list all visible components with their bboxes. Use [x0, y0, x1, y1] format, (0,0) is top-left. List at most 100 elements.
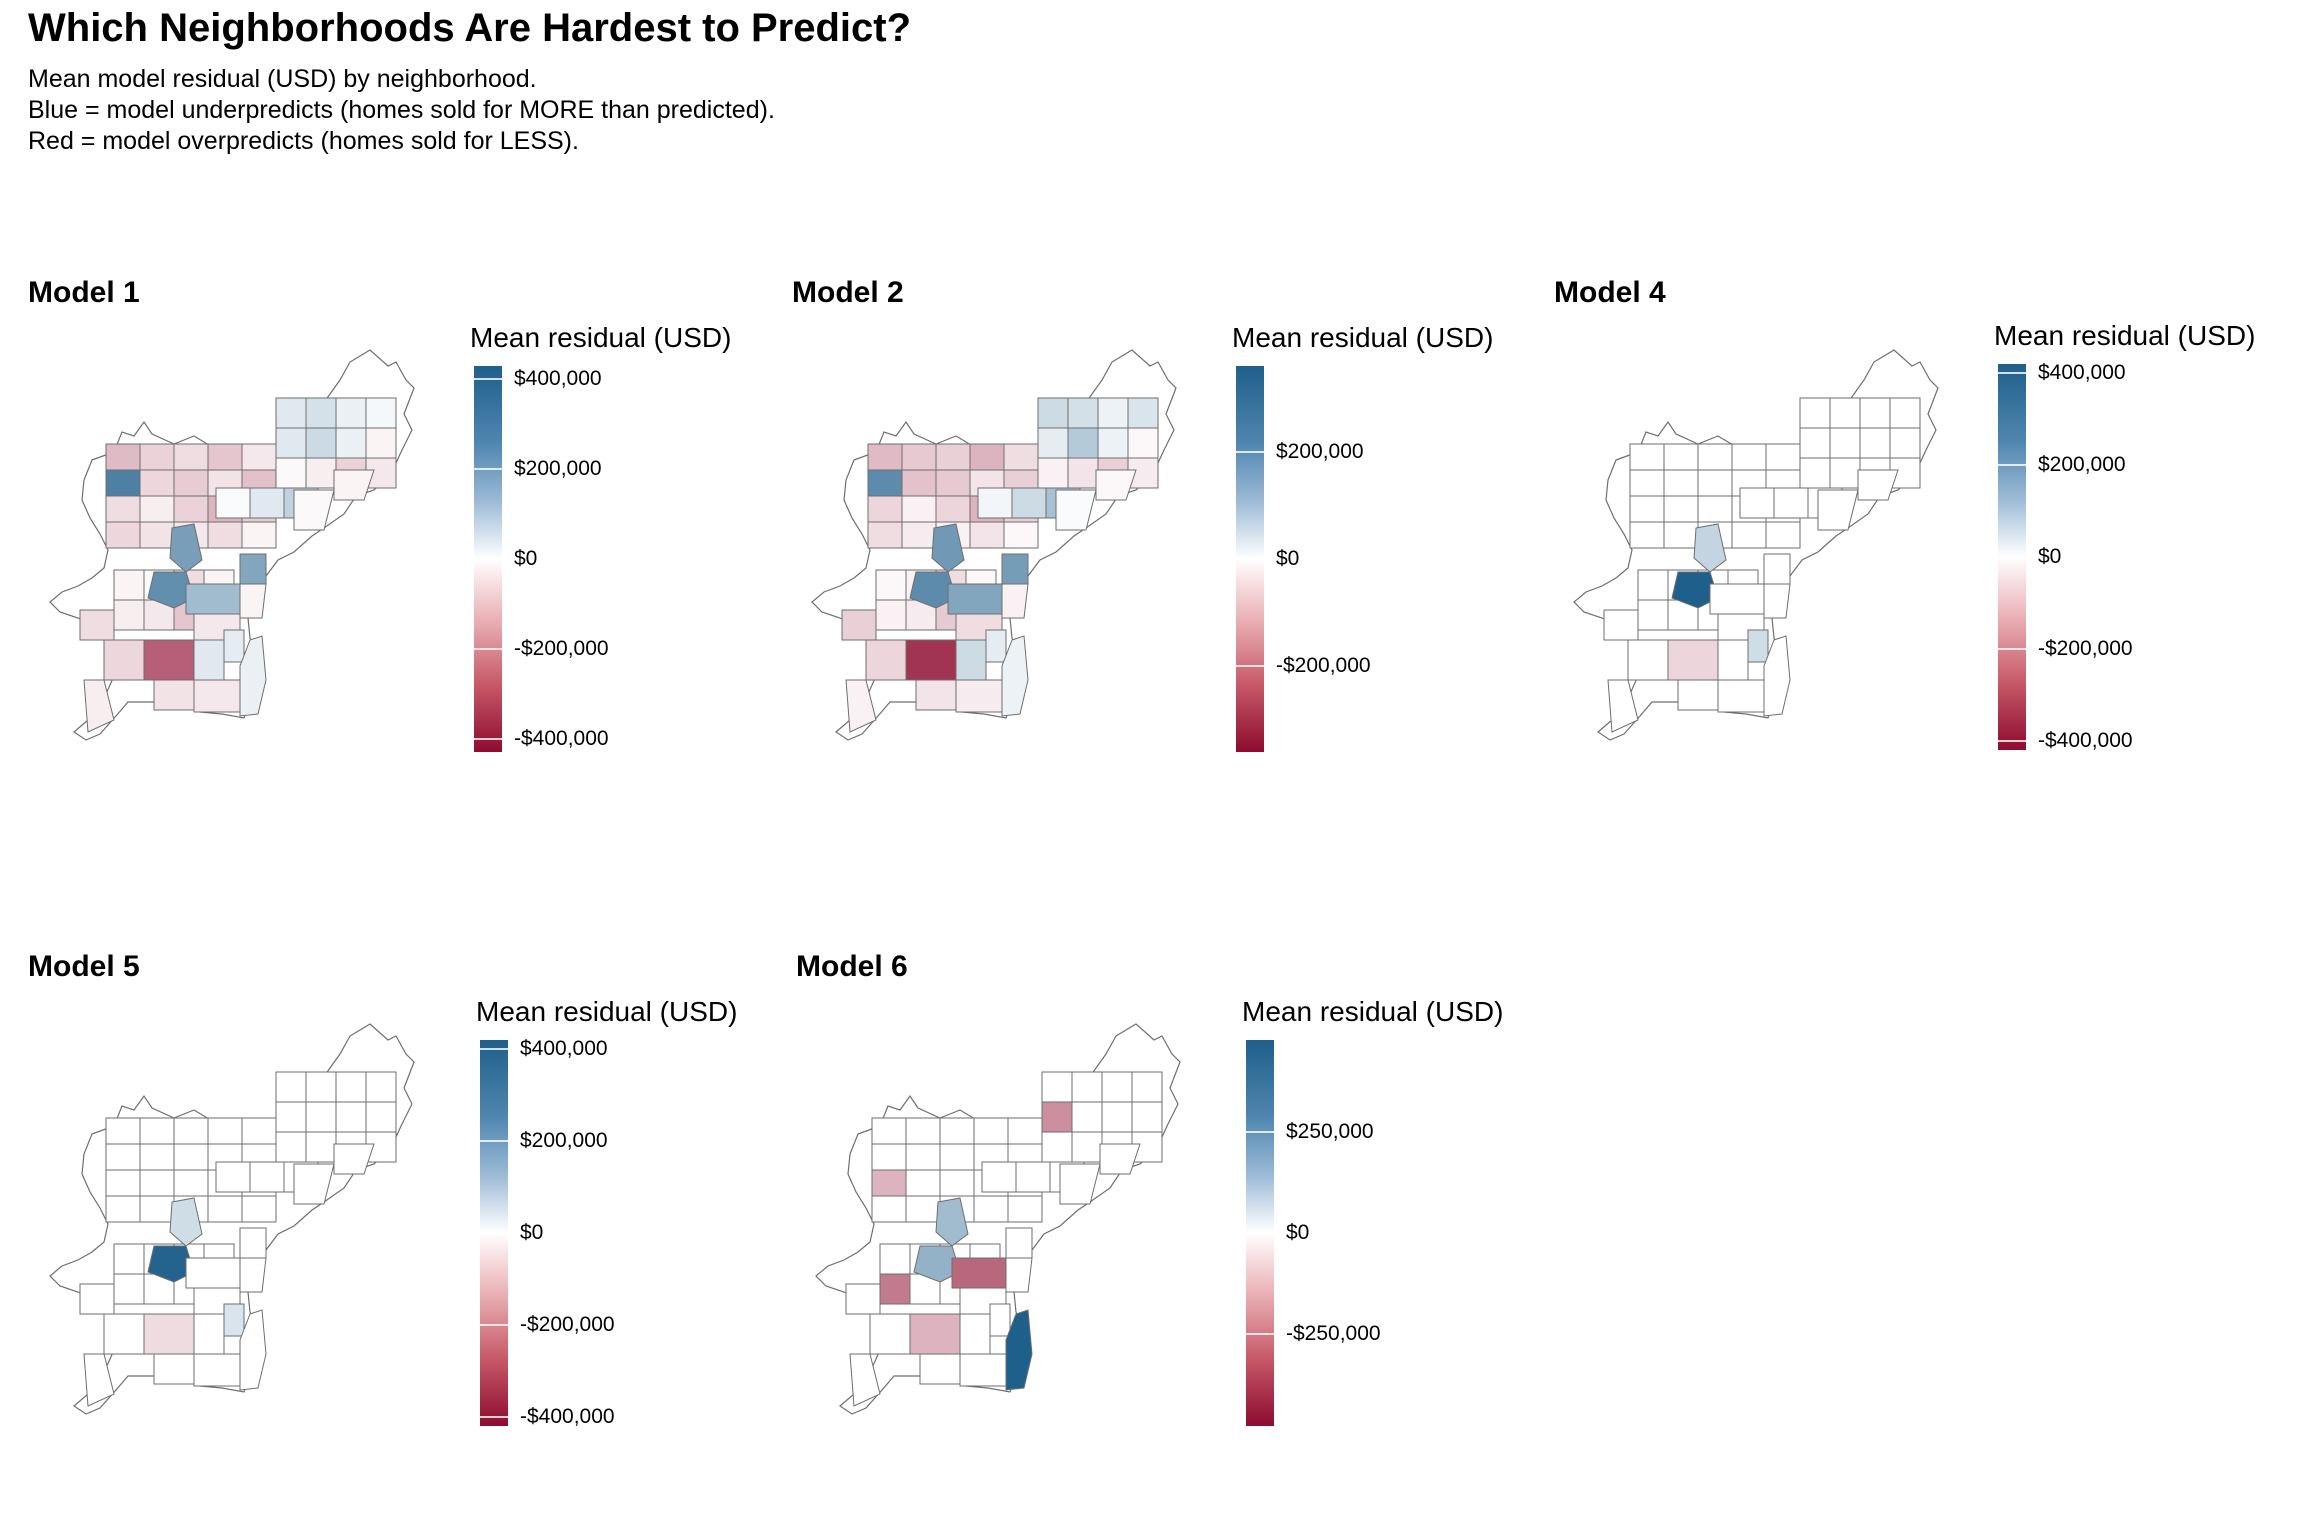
- neighborhood-region: [1799, 427, 1831, 459]
- neighborhood-region: [1001, 553, 1029, 585]
- legend-tick-label: $400,000: [514, 367, 602, 391]
- neighborhood-region: [939, 1117, 975, 1145]
- neighborhood-region: [869, 1313, 911, 1355]
- neighborhood-region: [1041, 1131, 1073, 1163]
- legend-tick: [1246, 1232, 1274, 1234]
- neighborhood-region: [79, 609, 115, 641]
- neighborhood-region: [139, 1143, 175, 1171]
- legend-tick-label: $250,000: [1286, 1120, 1374, 1144]
- neighborhood-region: [365, 1071, 397, 1103]
- neighborhood-region: [981, 1161, 1017, 1193]
- chart-title: Which Neighborhoods Are Hardest to Predi…: [28, 6, 912, 50]
- neighborhood-region: [973, 1195, 1009, 1223]
- legend-tick: [1246, 1131, 1274, 1134]
- subtitle-line: Mean model residual (USD) by neighborhoo…: [28, 65, 537, 93]
- neighborhood-region: [935, 469, 971, 497]
- panel-title-model-2: Model 2: [792, 276, 904, 309]
- neighborhood-region: [1131, 1071, 1163, 1103]
- neighborhood-region: [1829, 457, 1861, 489]
- neighborhood-region: [173, 469, 209, 497]
- legend-tick: [474, 558, 502, 560]
- legend-tick: [1998, 372, 2026, 375]
- neighborhood-region: [335, 1101, 367, 1133]
- neighborhood-region: [215, 1161, 251, 1193]
- neighborhood-region: [939, 1169, 975, 1197]
- legend-tick-label: $400,000: [520, 1037, 608, 1061]
- neighborhood-region: [905, 1117, 941, 1145]
- neighborhood-region: [905, 1169, 941, 1197]
- neighborhood-region: [1131, 1101, 1163, 1133]
- neighborhood-region: [865, 639, 907, 681]
- legend-tick-label: $200,000: [2038, 453, 2126, 477]
- neighborhood-region: [169, 523, 203, 573]
- neighborhood-region: [105, 1169, 141, 1197]
- choropleth-map-model-2: [811, 349, 1177, 741]
- neighborhood-region: [1889, 397, 1921, 429]
- legend-model-2: Mean residual (USD) $200,000 $0 -$200,000: [1232, 322, 1502, 762]
- neighborhood-region: [867, 469, 903, 497]
- neighborhood-region: [185, 1257, 241, 1289]
- neighborhood-region: [1697, 495, 1733, 523]
- neighborhood-region: [1747, 629, 1769, 663]
- neighborhood-region: [1127, 427, 1159, 459]
- neighborhood-region: [867, 521, 903, 549]
- neighborhood-region: [113, 569, 145, 601]
- legend-model-1: Mean residual (USD) $400,000 $200,000 $0 -$…: [470, 322, 740, 762]
- neighborhood-region: [1717, 679, 1765, 713]
- neighborhood-region: [1629, 469, 1665, 497]
- neighborhood-region: [1731, 443, 1767, 471]
- neighborhood-region: [849, 1353, 881, 1407]
- neighborhood-region: [1859, 427, 1891, 459]
- neighborhood-region: [909, 571, 957, 609]
- neighborhood-region: [867, 495, 903, 523]
- neighborhood-region: [1663, 469, 1699, 497]
- choropleth-map-model-5: [49, 1023, 415, 1415]
- legend-tick: [480, 1232, 508, 1234]
- neighborhood-region: [915, 679, 957, 711]
- neighborhood-region: [1663, 495, 1699, 523]
- neighborhood-region: [83, 1353, 115, 1407]
- neighborhood-region: [139, 1117, 175, 1145]
- legend-tick: [1236, 558, 1264, 560]
- neighborhood-region: [1067, 397, 1099, 429]
- neighborhood-region: [1607, 679, 1639, 733]
- neighborhood-region: [105, 1195, 141, 1223]
- neighborhood-region: [1097, 397, 1129, 429]
- neighborhood-region: [193, 1353, 241, 1387]
- neighborhood-region: [989, 1303, 1011, 1337]
- neighborhood-region: [1857, 469, 1899, 501]
- neighborhood-region: [1011, 487, 1047, 519]
- legend-tick: [480, 1323, 508, 1326]
- neighborhood-region: [1015, 1161, 1051, 1193]
- neighborhood-region: [1799, 457, 1831, 489]
- legend-title: Mean residual (USD): [476, 996, 738, 1027]
- neighborhood-region: [1005, 1309, 1033, 1391]
- neighborhood-region: [913, 1245, 961, 1283]
- neighborhood-region: [173, 443, 209, 471]
- neighborhood-region: [241, 521, 277, 549]
- legend-tick-label: $200,000: [514, 457, 602, 481]
- neighborhood-region: [1037, 457, 1069, 489]
- neighborhood-region: [1637, 599, 1669, 631]
- legend-tick-label: -$250,000: [1286, 1321, 1381, 1345]
- neighborhood-region: [207, 1195, 243, 1223]
- neighborhood-region: [985, 629, 1007, 663]
- neighborhood-region: [901, 495, 937, 523]
- legend-tick-label: $0: [1286, 1221, 1310, 1244]
- neighborhood-region: [365, 397, 397, 429]
- neighborhood-region: [1003, 443, 1039, 471]
- neighborhood-region: [185, 583, 241, 615]
- neighborhood-region: [1717, 639, 1749, 681]
- neighborhood-region: [241, 443, 277, 471]
- neighborhood-region: [969, 521, 1005, 549]
- legend-tick-label: -$200,000: [2038, 636, 2133, 660]
- neighborhood-region: [1005, 1227, 1033, 1259]
- neighborhood-region: [901, 521, 937, 549]
- neighborhood-region: [1603, 609, 1639, 641]
- neighborhood-region: [1739, 487, 1775, 519]
- neighborhood-region: [1731, 521, 1767, 549]
- neighborhood-region: [1005, 1257, 1033, 1293]
- legend-tick-label: $200,000: [520, 1129, 608, 1153]
- neighborhood-region: [871, 1117, 907, 1145]
- neighborhood-region: [1629, 521, 1665, 549]
